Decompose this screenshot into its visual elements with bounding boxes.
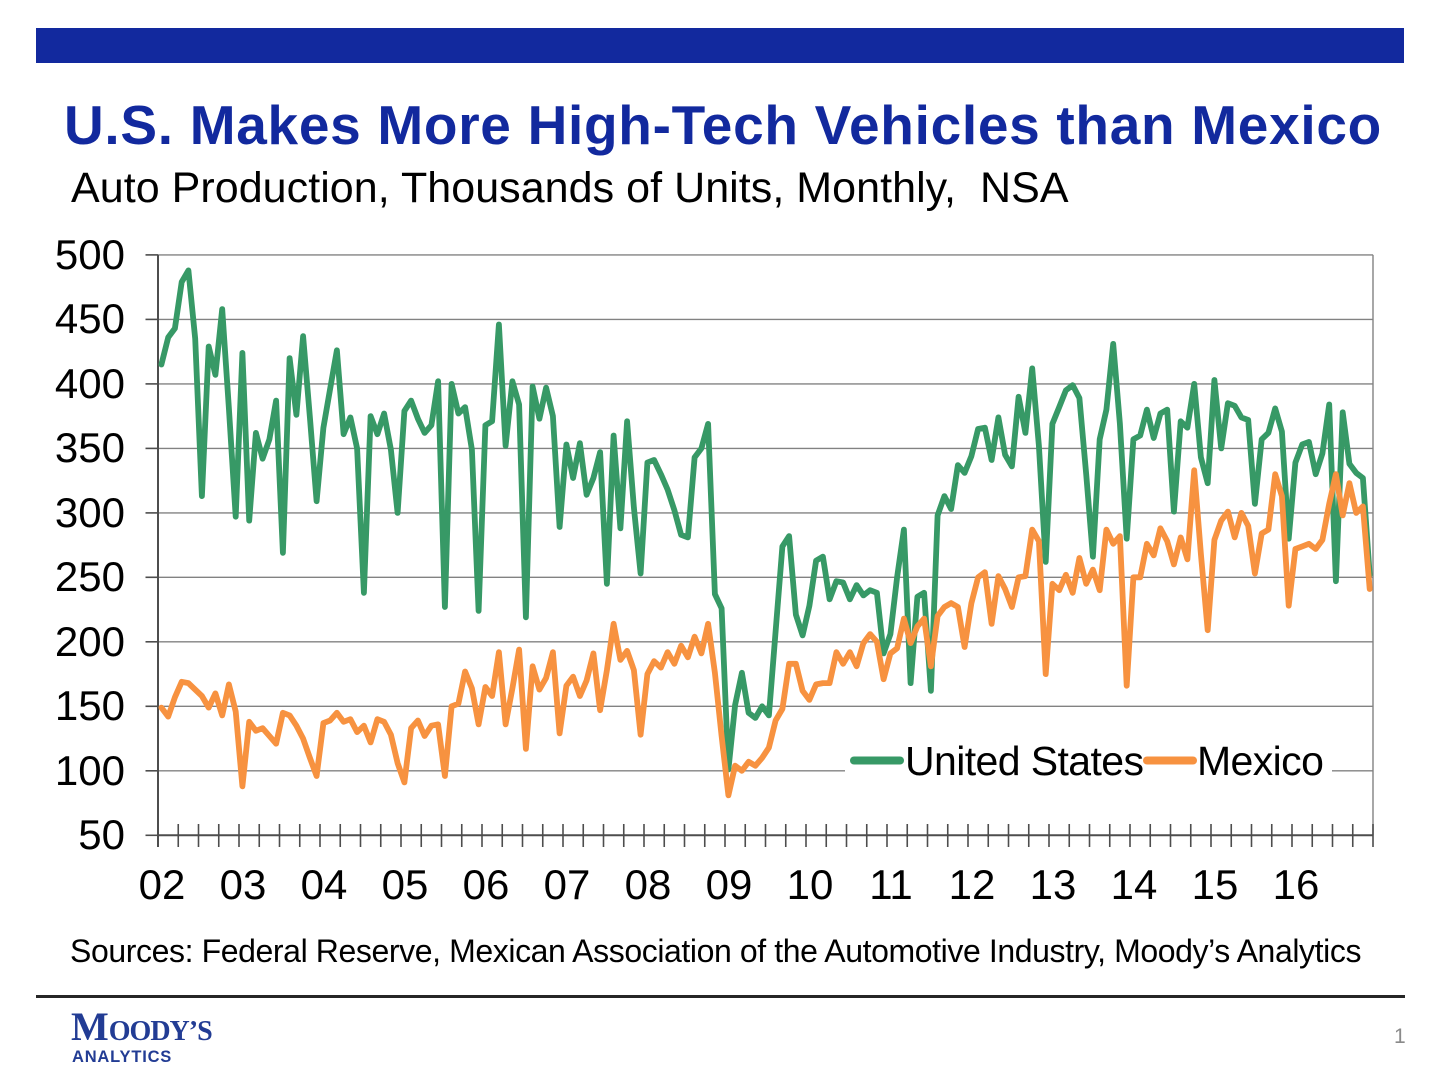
svg-text:United States: United States [905, 738, 1143, 784]
svg-text:Mexico: Mexico [1197, 738, 1323, 784]
